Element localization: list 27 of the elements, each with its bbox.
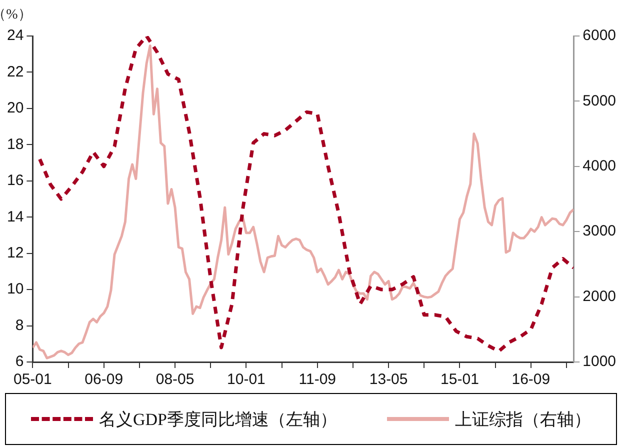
legend-label: 名义GDP季度同比增速（左轴） xyxy=(98,408,337,430)
x-tick-label: 11-09 xyxy=(298,371,336,388)
x-tick-label: 13-05 xyxy=(369,371,408,388)
x-tick-label: 06-09 xyxy=(84,371,124,388)
y-tick-label: 6 xyxy=(15,353,24,370)
y-tick-label: 12 xyxy=(6,244,24,262)
x-tick-label: 15-01 xyxy=(440,371,479,388)
y2-tick-label: 2000 xyxy=(582,288,616,305)
y-tick-label: 22 xyxy=(6,63,24,80)
y2-tick-label: 1000 xyxy=(582,353,616,370)
x-tick-label: 08-05 xyxy=(156,371,194,388)
y2-tick-label: 3000 xyxy=(582,222,616,240)
x-tick-label: 10-01 xyxy=(227,371,266,388)
y-tick-label: 8 xyxy=(15,316,24,334)
y2-tick-label: 6000 xyxy=(582,27,616,44)
x-tick-label: 05-01 xyxy=(13,371,52,388)
y-axis-title: （%） xyxy=(0,8,32,23)
y2-tick-label: 4000 xyxy=(582,158,616,175)
y-tick-label: 10 xyxy=(6,280,24,298)
x-tick-label: 16-09 xyxy=(512,371,550,388)
y-tick-label: 14 xyxy=(6,208,24,226)
y-tick-label: 24 xyxy=(6,27,24,44)
y-tick-label: 16 xyxy=(6,172,24,190)
legend-label: 上证综指（右轴） xyxy=(454,408,591,430)
y2-tick-label: 5000 xyxy=(582,92,616,110)
y-tick-label: 20 xyxy=(6,100,24,117)
y-tick-label: 18 xyxy=(6,136,24,153)
